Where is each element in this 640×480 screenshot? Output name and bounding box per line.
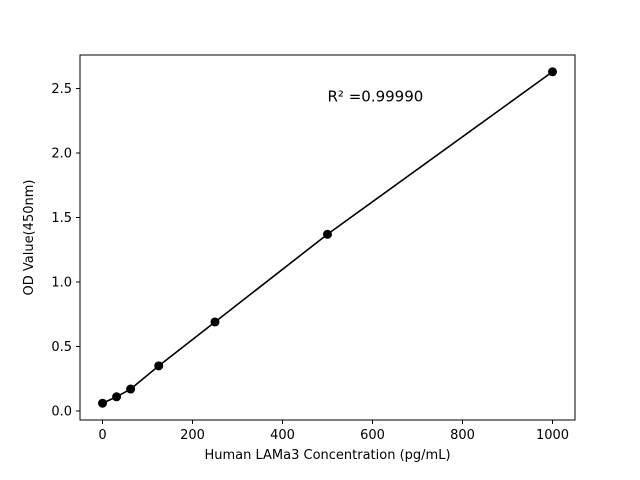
data-point (210, 317, 220, 327)
r-squared-annotation: R² =0.99990 (328, 87, 424, 105)
plot-border (79, 54, 576, 421)
data-point (323, 229, 332, 239)
y-tick-label: 1.5 (51, 211, 72, 226)
data-point (126, 384, 136, 394)
x-axis-label: Human LAMa3 Concentration (pg/mL) (204, 448, 450, 463)
data-point (112, 392, 122, 402)
x-tick-label: 600 (360, 428, 385, 443)
x-tick-label: 0 (98, 428, 106, 443)
y-axis-label: OD Value(450nm) (22, 180, 37, 296)
x-tick-label: 400 (270, 428, 295, 443)
x-tick-label: 800 (450, 428, 475, 443)
data-point (548, 67, 557, 77)
data-point (98, 398, 107, 408)
x-tick-label: 1000 (536, 428, 569, 443)
y-tick-label: 2.5 (51, 82, 72, 97)
y-tick-label: 2.0 (51, 147, 72, 162)
y-tick-label: 1.0 (51, 275, 72, 290)
y-tick-label: 0.5 (51, 340, 72, 355)
data-point (154, 361, 164, 371)
y-tick-label: 0.0 (51, 404, 72, 419)
x-tick-label: 200 (180, 428, 205, 443)
